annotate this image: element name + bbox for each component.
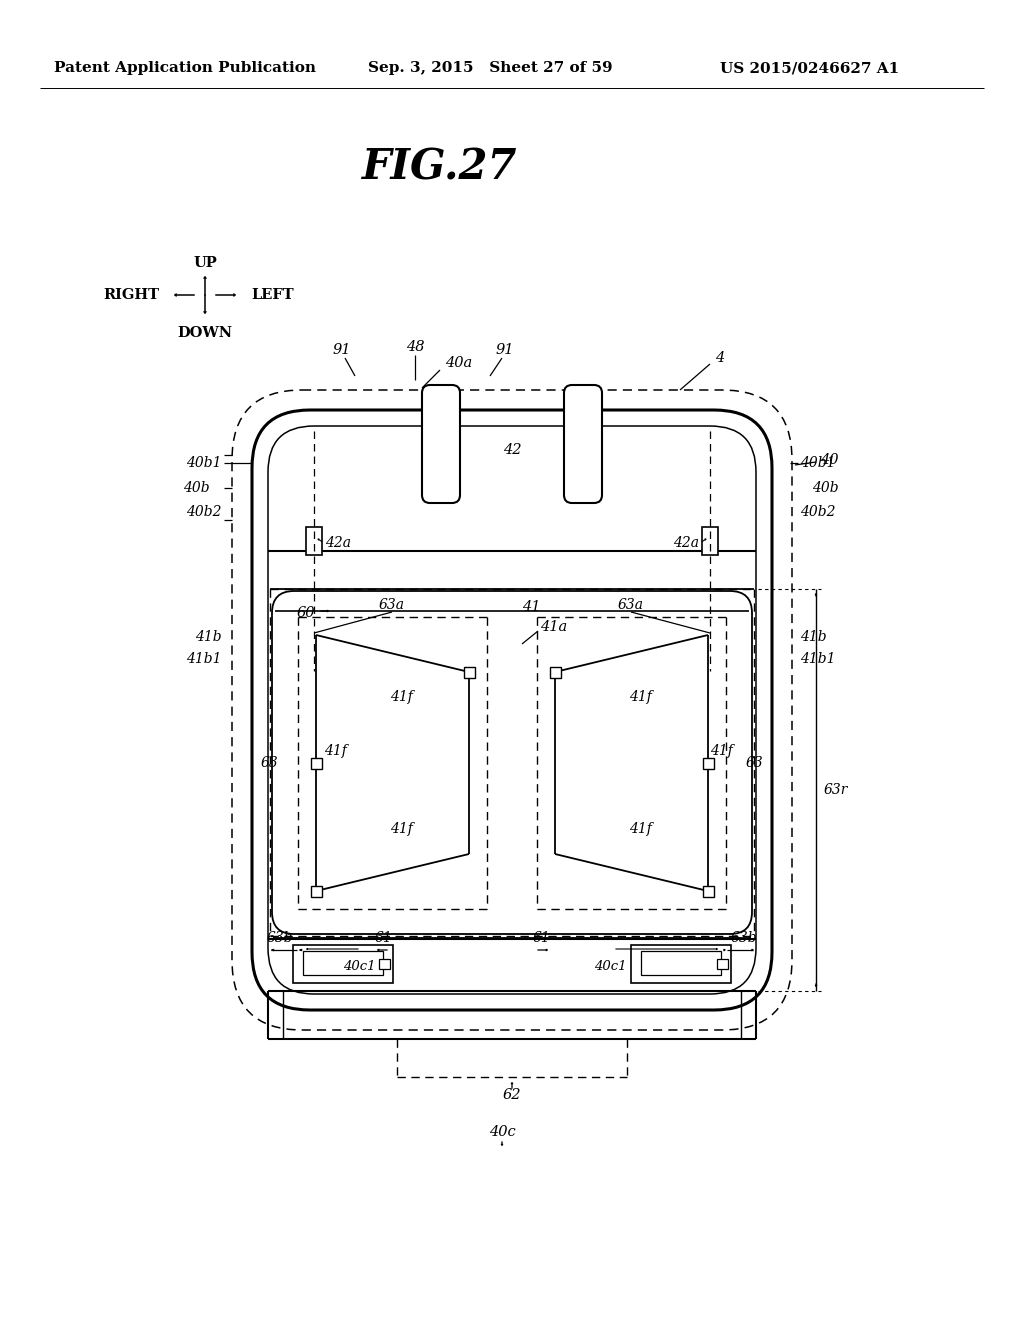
Text: 62: 62 [503, 1088, 521, 1102]
Text: 60: 60 [297, 606, 315, 620]
Text: 42a: 42a [325, 536, 351, 550]
Text: 63a: 63a [379, 598, 406, 612]
Text: 42a: 42a [673, 536, 699, 550]
Bar [550, 667, 561, 678]
Text: 40b: 40b [183, 480, 210, 495]
Text: 63: 63 [746, 756, 764, 770]
Text: FIG.27: FIG.27 [362, 147, 518, 189]
Text: 41f: 41f [324, 744, 347, 758]
Text: 42: 42 [503, 444, 521, 457]
Text: 41f: 41f [629, 822, 652, 836]
Text: 63b: 63b [266, 931, 293, 945]
Text: 40: 40 [820, 453, 839, 467]
Text: 41b1: 41b1 [186, 652, 222, 667]
Text: 63: 63 [260, 756, 278, 770]
Text: 48: 48 [406, 341, 424, 354]
Bar [703, 758, 714, 770]
Text: 41f: 41f [629, 690, 652, 704]
Text: 41b: 41b [196, 630, 222, 644]
Text: US 2015/0246627 A1: US 2015/0246627 A1 [720, 61, 900, 75]
Text: 4: 4 [715, 351, 724, 366]
Bar [303, 950, 383, 975]
Text: 91: 91 [496, 343, 514, 356]
Bar [311, 758, 322, 770]
Text: 40b2: 40b2 [186, 506, 222, 519]
Text: 61: 61 [534, 931, 551, 945]
Bar [641, 950, 721, 975]
Text: 40b2: 40b2 [800, 506, 836, 519]
Text: 91: 91 [333, 343, 351, 356]
Text: 41b: 41b [800, 630, 826, 644]
Text: 40c: 40c [488, 1125, 515, 1139]
Text: DOWN: DOWN [177, 326, 232, 341]
Text: Sep. 3, 2015   Sheet 27 of 59: Sep. 3, 2015 Sheet 27 of 59 [368, 61, 612, 75]
Text: UP: UP [194, 256, 217, 271]
Bar [702, 527, 718, 554]
FancyBboxPatch shape [422, 385, 460, 503]
Text: LEFT: LEFT [251, 288, 294, 302]
Bar [311, 886, 322, 898]
Text: 40c1: 40c1 [343, 960, 376, 973]
Text: 40b1: 40b1 [186, 455, 222, 470]
Bar [293, 945, 393, 983]
Text: 40c1: 40c1 [595, 960, 627, 973]
Bar [464, 667, 475, 678]
Text: Patent Application Publication: Patent Application Publication [54, 61, 316, 75]
Bar [631, 945, 731, 983]
FancyBboxPatch shape [564, 385, 602, 503]
Text: 40a: 40a [445, 356, 472, 370]
Text: 63r: 63r [824, 783, 848, 797]
Text: 61: 61 [374, 931, 392, 945]
Text: 40b1: 40b1 [800, 455, 836, 470]
Text: 41f: 41f [390, 690, 413, 704]
Text: 63b: 63b [731, 931, 758, 945]
Bar [306, 527, 322, 554]
Text: 63a: 63a [618, 598, 644, 612]
Bar [703, 886, 714, 898]
Text: 40b: 40b [812, 480, 839, 495]
Text: 41: 41 [522, 601, 541, 614]
Text: RIGHT: RIGHT [103, 288, 159, 302]
Text: 41f: 41f [710, 744, 733, 758]
Text: 41a: 41a [540, 620, 567, 634]
Text: 41b1: 41b1 [800, 652, 836, 667]
Bar [379, 960, 390, 969]
Text: 41f: 41f [390, 822, 413, 836]
Bar [717, 960, 728, 969]
